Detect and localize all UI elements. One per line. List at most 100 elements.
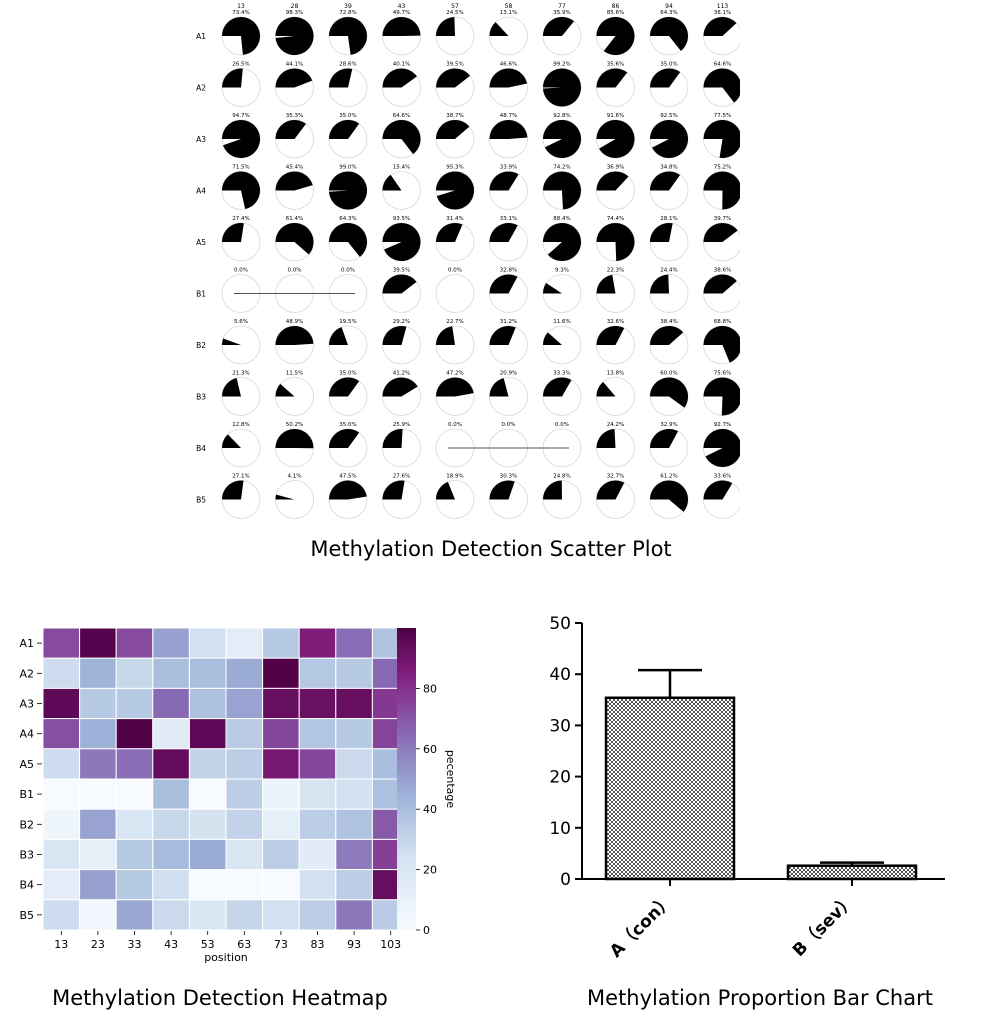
pie-slice <box>382 428 403 448</box>
colorbar-tick-label: 60 <box>423 743 437 756</box>
pie-slice <box>596 274 616 294</box>
colorbar-tick-label: 40 <box>423 803 437 816</box>
heatmap-caption: Methylation Detection Heatmap <box>52 986 388 1010</box>
pie-slice <box>275 223 314 255</box>
heatmap-cell <box>298 748 337 780</box>
pie-slice <box>382 68 417 88</box>
pie-slice <box>382 174 402 191</box>
bar-caption: Methylation Proportion Bar Chart <box>587 986 933 1010</box>
heatmap-cell <box>335 838 373 871</box>
pie-slice <box>436 481 455 500</box>
pie-percent-label: 35.3% <box>286 113 303 119</box>
pie-column-label: 28 <box>291 3 299 10</box>
pie-column-label: 58 <box>505 3 513 10</box>
heatmap-cell <box>115 687 154 720</box>
pie-percent-label: 93.5% <box>393 216 410 222</box>
pie-percent-label: 92.5% <box>660 113 677 119</box>
heatmap-cell <box>298 838 337 871</box>
pie-percent-label: 99.0% <box>339 165 356 171</box>
pie-percent-label: 64.3% <box>660 10 677 16</box>
heatmap-x-label: 63 <box>237 938 251 951</box>
heatmap-cell <box>262 778 300 810</box>
pie-slice <box>222 434 241 448</box>
pie-percent-label: 73.4% <box>232 10 249 16</box>
heatmap-cell <box>152 778 190 810</box>
heatmap-cell <box>335 808 373 840</box>
heatmap-cell <box>79 838 117 871</box>
pie-slice <box>275 68 313 88</box>
bar-y-tick-label: 20 <box>549 768 571 788</box>
heatmap-cell <box>298 778 337 810</box>
pie-percent-label: 0.0% <box>288 268 302 274</box>
pie-slice <box>222 223 244 242</box>
bar <box>786 864 918 881</box>
pie-percent-label: 74.2% <box>553 165 570 171</box>
heatmap-cell <box>335 627 373 659</box>
heatmap-x-label: 23 <box>91 938 105 951</box>
pie-slice <box>489 223 518 242</box>
colorbar-tick-label: 80 <box>423 682 437 695</box>
pie-slice <box>703 428 742 467</box>
heatmap-cell <box>79 718 117 750</box>
pie-slice <box>329 222 367 257</box>
heatmap-cell <box>335 778 373 810</box>
heatmap-cell <box>79 808 117 840</box>
pie-percent-label: 33.1% <box>500 216 517 222</box>
pie-slice <box>596 120 635 159</box>
heatmap-row-label: B3 <box>19 849 34 862</box>
heatmap-cell <box>225 808 264 840</box>
pie-percent-label: 20.9% <box>500 371 517 377</box>
pie-slice <box>382 480 405 500</box>
pie-slice <box>650 480 688 512</box>
pie-percent-label: 38.7% <box>446 113 463 119</box>
pie-slice <box>329 68 353 88</box>
heatmap-x-label: 103 <box>380 938 401 951</box>
heatmap-cell <box>225 899 264 931</box>
pie-slice <box>703 68 742 103</box>
pie-slice <box>543 223 581 261</box>
pie-slice <box>382 223 421 262</box>
pie-column-label: 86 <box>612 3 620 10</box>
pie-percent-label: 15.4% <box>393 165 410 171</box>
heatmap-cell <box>262 657 300 689</box>
pie-slice <box>222 480 244 500</box>
heatmap-row-label: A1 <box>19 637 34 650</box>
pie-percent-label: 32.6% <box>607 319 624 325</box>
pie-percent-label: 32.9% <box>660 422 677 428</box>
pie-percent-label: 0.0% <box>555 422 569 428</box>
pie-percent-label: 26.5% <box>232 62 249 68</box>
heatmap-row-label: A5 <box>19 758 34 771</box>
heatmap-cell <box>188 838 227 871</box>
heatmap-cell <box>188 718 227 750</box>
heatmap-cell <box>262 838 300 871</box>
heatmap-cell <box>188 899 227 931</box>
pie-row-label: B3 <box>196 393 206 402</box>
heatmap-cell <box>115 718 154 750</box>
pie-slice <box>329 480 367 500</box>
pie-percent-label: 28.6% <box>339 62 356 68</box>
pie-percent-label: 85.6% <box>607 10 624 16</box>
pie-percent-label: 75.6% <box>714 371 731 377</box>
pie-percent-label: 32.7% <box>607 474 624 480</box>
pie-slice <box>329 171 367 210</box>
pie-percent-label: 95.3% <box>446 165 463 171</box>
pie-slice <box>436 223 463 242</box>
pie-percent-label: 22.3% <box>607 268 624 274</box>
heatmap-cell <box>262 869 300 901</box>
pie-slice <box>329 327 348 345</box>
pie-slice <box>436 326 455 345</box>
bar-chart-svg: 0 10 20 30 40 50 A（con） B（sev） <box>549 614 945 962</box>
colorbar <box>397 628 416 930</box>
pie-percent-label: 11.5% <box>286 371 303 377</box>
pie-percent-label: 29.2% <box>393 319 410 325</box>
pie-slice <box>596 223 635 261</box>
pie-row-label: B1 <box>196 290 206 299</box>
heatmap-row-label: B4 <box>19 879 34 892</box>
pie-slice <box>329 429 360 448</box>
pie-slice <box>596 480 625 500</box>
heatmap-cell <box>262 748 300 780</box>
pie-slice <box>489 68 528 88</box>
pie-percent-label: 35.0% <box>339 422 356 428</box>
pie-slice <box>436 17 455 36</box>
heatmap-cell <box>298 657 337 689</box>
